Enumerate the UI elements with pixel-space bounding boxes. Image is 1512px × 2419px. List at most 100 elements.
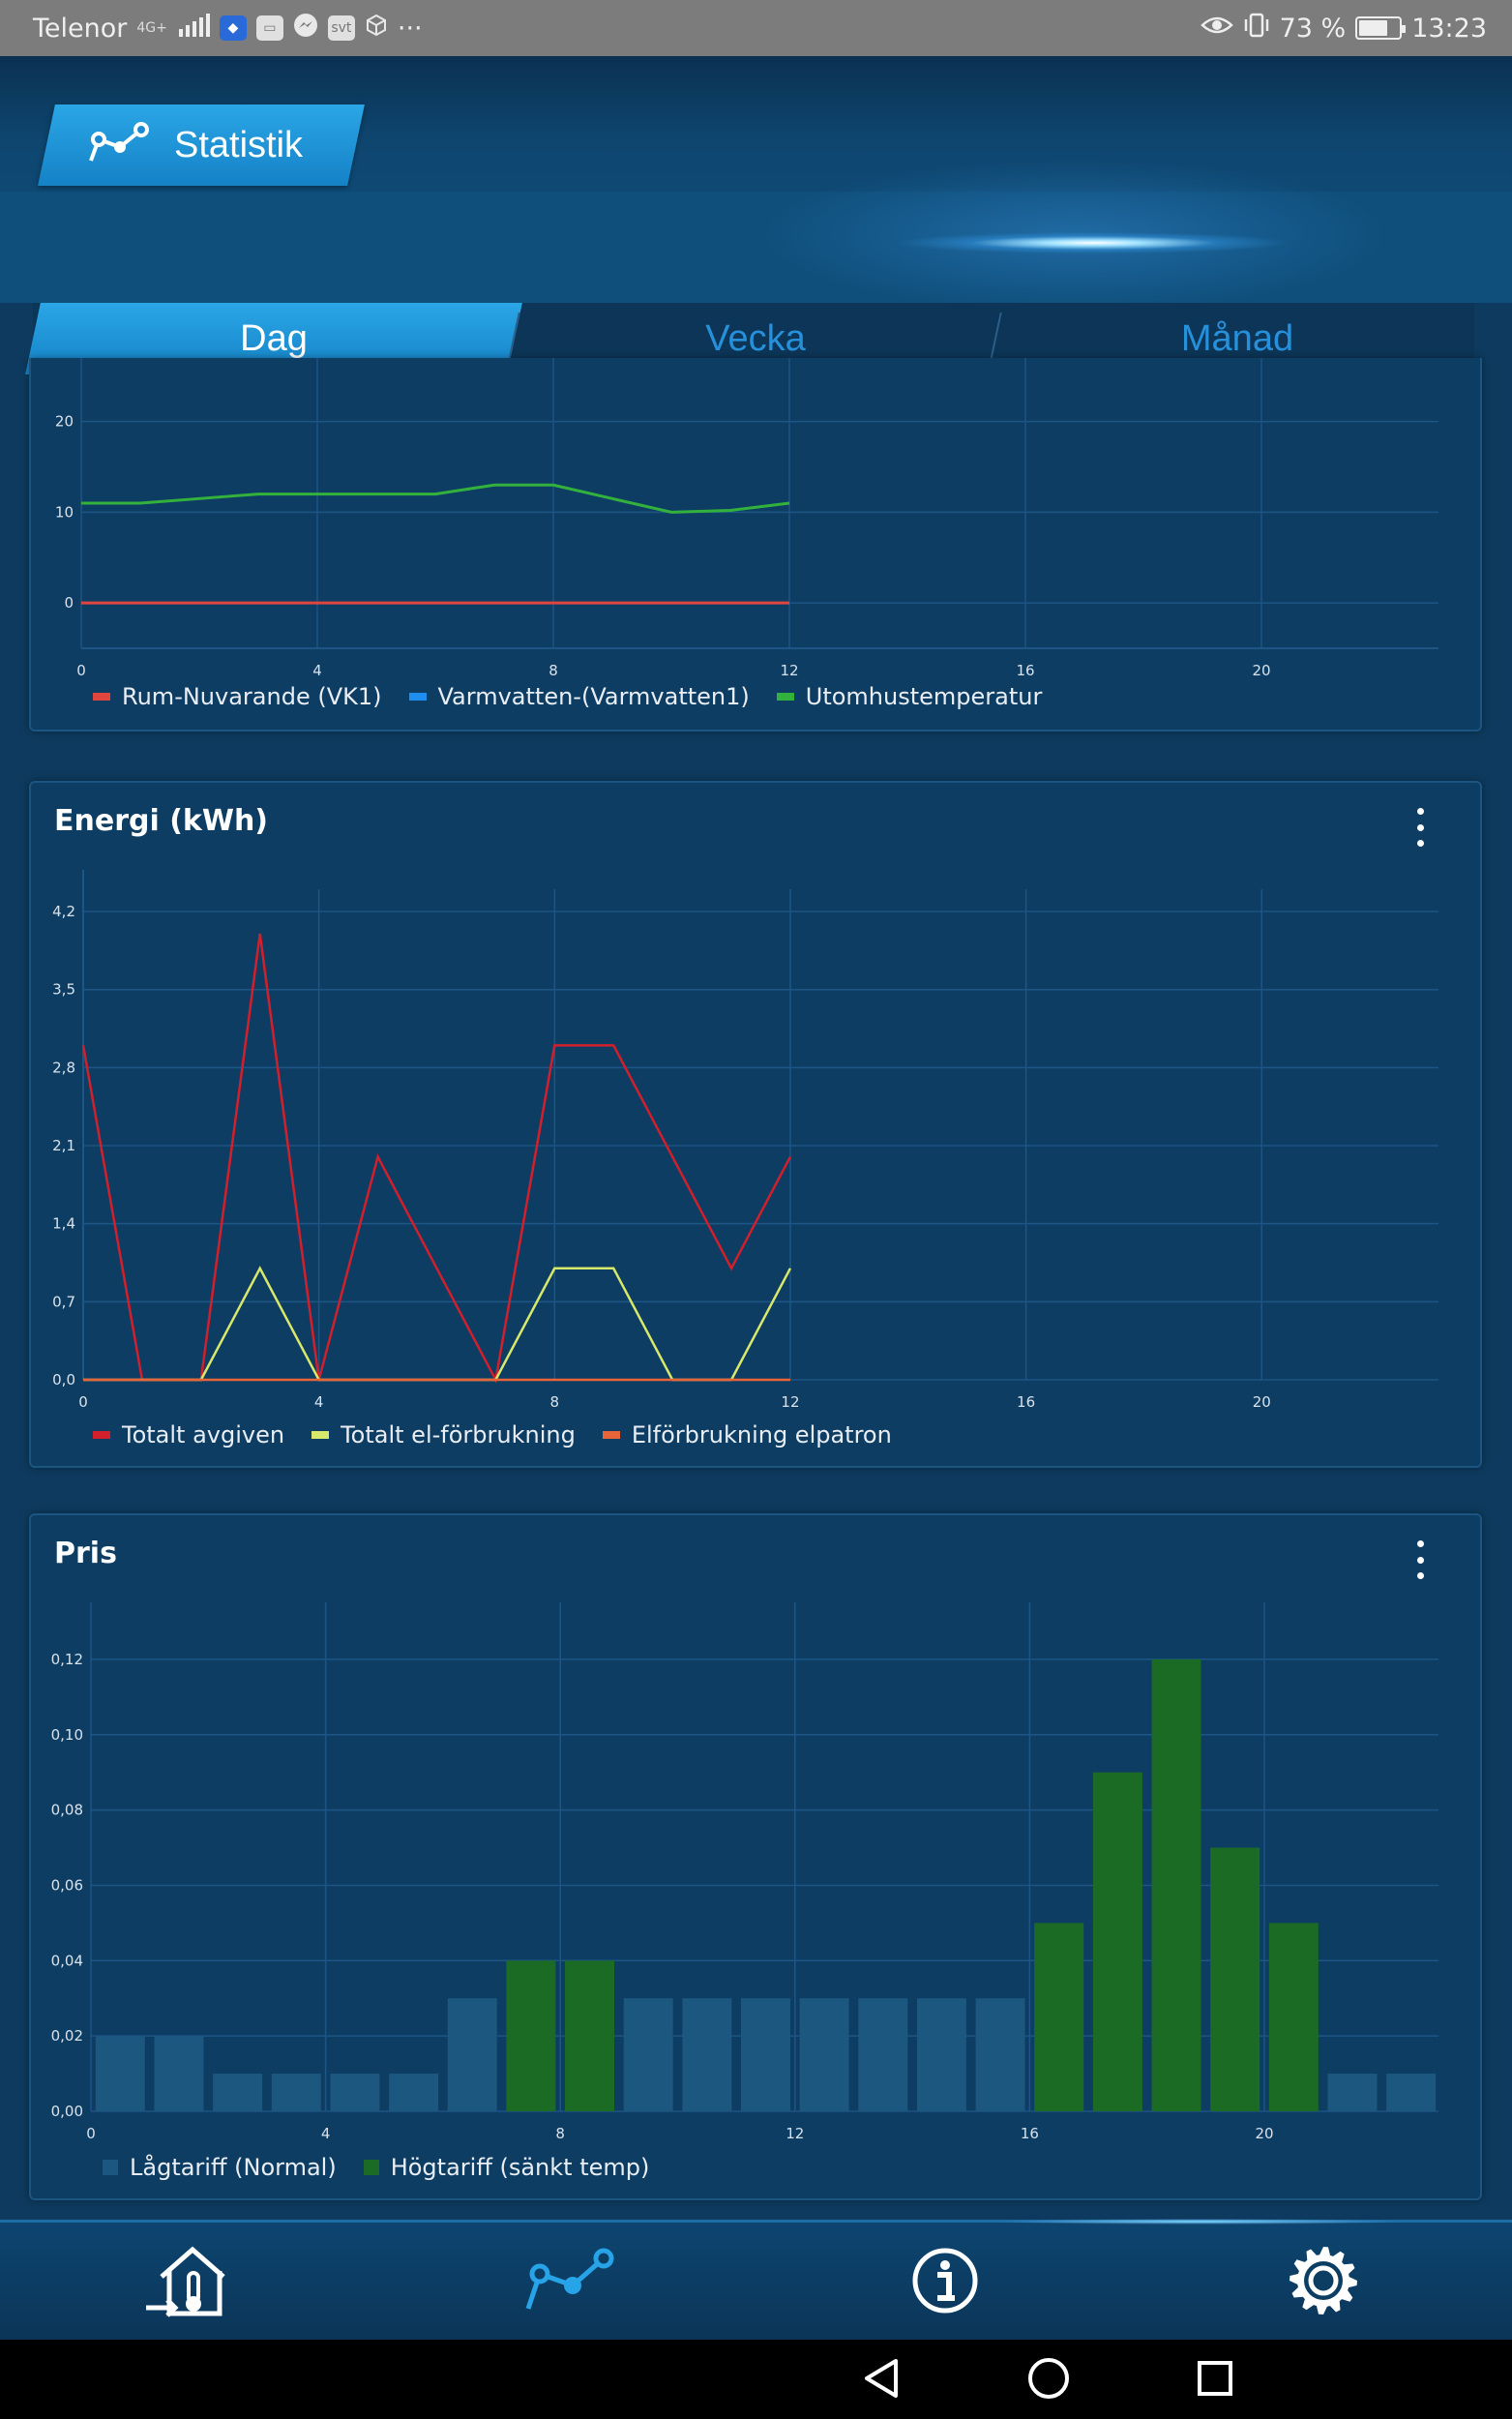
- price-legend: Lågtariff (Normal) Högtariff (sänkt temp…: [103, 2154, 663, 2181]
- signal-icon: [177, 13, 210, 44]
- series-total-electricity-line: [83, 1266, 792, 1382]
- bar-low-tariff: [799, 1998, 849, 2111]
- y-tick-label: 4,2: [52, 903, 75, 920]
- bar-low-tariff: [975, 1998, 1025, 2111]
- x-tick-label: 12: [786, 2125, 804, 2142]
- bar-low-tariff: [271, 2074, 321, 2111]
- y-tick-label: 0,02: [51, 2027, 83, 2045]
- y-tick-label: 0,04: [51, 1952, 83, 1969]
- more-options-icon[interactable]: [1414, 808, 1426, 847]
- y-tick-label: 20: [55, 413, 74, 431]
- bar-high-tariff: [1151, 1658, 1201, 2111]
- recents-button[interactable]: [1186, 2351, 1244, 2409]
- bar-low-tariff: [682, 1998, 732, 2111]
- info-icon: [910, 2246, 980, 2319]
- shield-app-icon: ◆: [219, 15, 247, 41]
- bar-high-tariff: [565, 1960, 614, 2111]
- legend-item-low-tariff[interactable]: Lågtariff (Normal): [103, 2154, 337, 2181]
- legend-item-total-output[interactable]: Totalt avgiven: [93, 1421, 284, 1448]
- y-tick-label: 0,0: [52, 1371, 75, 1389]
- y-tick-label: 10: [55, 503, 74, 521]
- bar-low-tariff: [623, 1998, 673, 2111]
- bar-low-tariff: [741, 1998, 790, 2111]
- nav-home-climate[interactable]: [140, 2242, 237, 2323]
- legend-swatch: [93, 1431, 110, 1439]
- gear-icon: [1287, 2244, 1360, 2321]
- vibrate-icon: [1243, 12, 1270, 45]
- y-tick-label: 2,1: [52, 1137, 75, 1154]
- x-tick-label: 4: [312, 662, 322, 679]
- home-button[interactable]: [1020, 2351, 1078, 2409]
- bar-low-tariff: [858, 1998, 908, 2111]
- statistics-icon: [522, 2247, 615, 2318]
- legend-item-total-electricity[interactable]: Totalt el-förbrukning: [311, 1421, 576, 1448]
- bar-low-tariff: [213, 2074, 263, 2111]
- legend-swatch: [93, 693, 110, 701]
- more-notifications-icon: ···: [397, 13, 423, 44]
- x-tick-label: 8: [555, 2125, 565, 2142]
- svt-icon: svt: [327, 15, 355, 41]
- legend-item-high-tariff[interactable]: Högtariff (sänkt temp): [363, 2154, 649, 2181]
- bar-low-tariff: [389, 2074, 439, 2111]
- x-tick-label: 16: [1017, 1393, 1035, 1411]
- nav-info[interactable]: [897, 2242, 993, 2323]
- y-tick-label: 0,06: [51, 1876, 83, 1894]
- legend-item-outdoor-temp[interactable]: Utomhustemperatur: [776, 683, 1042, 710]
- back-icon: [861, 2357, 904, 2404]
- battery-percent: 73 %: [1279, 13, 1347, 44]
- app-notification-icon: ▭: [255, 15, 283, 41]
- bar-high-tariff: [1268, 1923, 1319, 2111]
- price-card: Pris 0 4 8 12 16 20 0,00 0,02 0,04 0,06 0,08 0,10 0,…: [29, 1513, 1482, 2200]
- y-tick-label: 0,12: [51, 1651, 83, 1668]
- legend-swatch: [311, 1431, 330, 1439]
- x-tick-label: 16: [1021, 2125, 1039, 2142]
- bar-low-tariff: [916, 1998, 966, 2111]
- bar-high-tariff: [506, 1960, 556, 2111]
- x-tick-label: 0: [86, 2125, 96, 2142]
- y-tick-label: 0,7: [52, 1293, 75, 1310]
- bar-low-tariff: [154, 2036, 204, 2111]
- legend-item-immersion-heater[interactable]: Elförbrukning elpatron: [602, 1421, 892, 1448]
- cube-icon: [365, 14, 388, 44]
- legend-item-hot-water[interactable]: Varmvatten-(Varmvatten1): [408, 683, 750, 710]
- recents-icon: [1196, 2359, 1234, 2402]
- legend-swatch: [408, 693, 427, 701]
- page-title: Statistik: [174, 124, 304, 165]
- x-tick-label: 0: [78, 1393, 88, 1411]
- x-tick-label: 8: [548, 662, 558, 679]
- back-button[interactable]: [853, 2351, 911, 2409]
- legend-item-room-temp[interactable]: Rum-Nuvarande (VK1): [93, 683, 382, 710]
- energy-card: Energi (kWh) 0 4 8 12 16 20 0,0 0,7 1,4 2,1 2,8 3,5…: [29, 781, 1482, 1468]
- x-tick-label: 4: [321, 2125, 331, 2142]
- bar-low-tariff: [1327, 2074, 1378, 2111]
- nav-statistics[interactable]: [520, 2242, 617, 2323]
- legend-swatch: [602, 1431, 620, 1439]
- y-tick-label: 2,8: [52, 1059, 75, 1076]
- x-tick-label: 4: [314, 1393, 324, 1411]
- bottom-navigation: [0, 2219, 1512, 2340]
- bar-low-tariff: [95, 2036, 145, 2111]
- bar-low-tariff: [1386, 2074, 1437, 2111]
- temperature-legend: Rum-Nuvarande (VK1) Varmvatten-(Varmvatt…: [93, 683, 1055, 710]
- x-tick-label: 12: [781, 1393, 799, 1411]
- legend-swatch: [103, 2160, 118, 2175]
- x-tick-label: 20: [1252, 662, 1270, 679]
- bar-high-tariff: [1092, 1772, 1142, 2111]
- energy-legend: Totalt avgiven Totalt el-förbrukning Elf…: [93, 1421, 905, 1448]
- house-thermometer-icon: [142, 2242, 235, 2323]
- nav-settings[interactable]: [1275, 2242, 1372, 2323]
- tab-day[interactable]: Dag: [25, 303, 522, 374]
- series-total-output-line: [81, 933, 792, 1384]
- tab-week[interactable]: Vecka: [705, 317, 806, 359]
- y-tick-label: 0,00: [51, 2103, 83, 2120]
- bar-high-tariff: [1034, 1923, 1084, 2111]
- clock: 13:23: [1411, 13, 1487, 44]
- y-tick-label: 3,5: [52, 981, 75, 999]
- temperature-chart: 0 4 8 12 16 20 0 10 20: [55, 358, 1438, 679]
- title-content: Statistik: [85, 105, 303, 186]
- bar-high-tariff: [1210, 1847, 1260, 2111]
- tab-month[interactable]: Månad: [1180, 317, 1294, 359]
- more-options-icon[interactable]: [1414, 1540, 1426, 1579]
- statistics-icon: [85, 120, 153, 170]
- card-title: Pris: [54, 1537, 117, 1570]
